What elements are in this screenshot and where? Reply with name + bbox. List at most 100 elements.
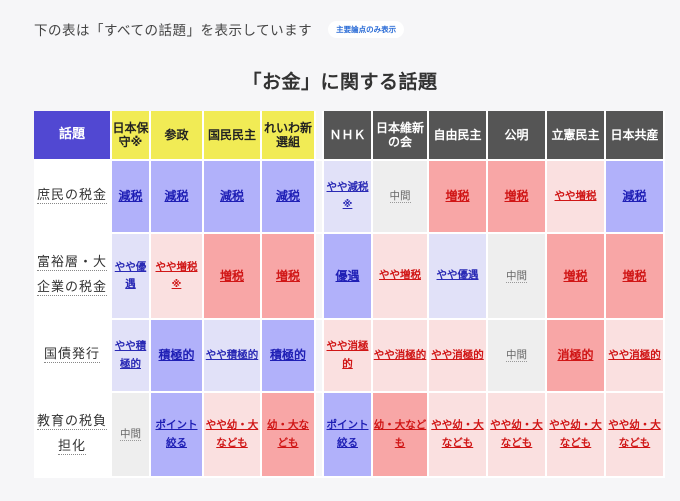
stance-cell[interactable]: やや優遇	[112, 234, 151, 320]
table-description: 下の表は「すべての話題」を表示しています	[34, 23, 313, 39]
stance-link[interactable]: やや積極的	[205, 348, 259, 361]
stance-cell[interactable]: やや増税	[373, 234, 429, 320]
stance-cell[interactable]: 減税	[151, 161, 204, 234]
stance-cell[interactable]: 増税	[488, 161, 547, 234]
stance-link[interactable]: 増税	[275, 268, 300, 283]
stance-link[interactable]: 増税	[563, 268, 588, 283]
stance-cell[interactable]: やや幼・大なども	[488, 393, 547, 478]
stance-cell[interactable]: 増税	[262, 234, 316, 320]
stance-link[interactable]: やや幼・大なども	[205, 419, 259, 449]
stance-link[interactable]: 増税	[219, 268, 244, 283]
stance-link[interactable]: やや増税	[554, 189, 597, 202]
topic-cell[interactable]: 国債発行	[34, 320, 112, 393]
stance-link[interactable]: 減税	[118, 189, 143, 204]
stance-cell[interactable]: やや増税	[547, 161, 606, 234]
stance-cell[interactable]: ポイント絞る	[151, 393, 204, 478]
party-header[interactable]: 公明	[488, 111, 547, 161]
stance-cell[interactable]: 減税	[112, 161, 151, 234]
stance-link[interactable]: 減税	[622, 189, 647, 204]
stance-link[interactable]: 積極的	[269, 348, 306, 363]
stance-cell[interactable]: 増税	[547, 234, 606, 320]
stance-link[interactable]: 増税	[504, 189, 529, 204]
group-divider	[316, 161, 324, 234]
stance-cell[interactable]: やや幼・大なども	[204, 393, 262, 478]
stance-link[interactable]: 中間	[389, 190, 411, 204]
stance-link[interactable]: やや消極的	[326, 340, 369, 370]
party-header[interactable]: 国民民主	[204, 111, 262, 161]
stance-link[interactable]: 幼・大なども	[373, 419, 427, 449]
footnote-mark: ※	[342, 199, 353, 211]
stance-link[interactable]: 減税	[164, 189, 189, 204]
stance-link[interactable]: 積極的	[158, 348, 195, 363]
stance-link[interactable]: 増税	[445, 189, 470, 204]
stance-link[interactable]: やや増税	[379, 269, 421, 282]
stance-cell[interactable]: やや消極的	[324, 320, 373, 393]
stance-cell[interactable]: 中間	[488, 320, 547, 393]
stance-cell[interactable]: 増税	[429, 161, 488, 234]
stance-cell[interactable]: やや消極的	[606, 320, 665, 393]
stance-cell[interactable]: 中間	[373, 161, 429, 234]
stance-link[interactable]: 消極的	[557, 348, 594, 363]
party-header[interactable]: 立憲民主	[547, 111, 606, 161]
stance-cell[interactable]: 積極的	[262, 320, 316, 393]
stance-cell[interactable]: 中間	[488, 234, 547, 320]
main-issues-only-toggle[interactable]: 主要論点のみ表示	[328, 20, 405, 38]
stance-link[interactable]: 中間	[120, 428, 141, 442]
stance-cell[interactable]: やや積極的	[112, 320, 151, 393]
stance-link[interactable]: 中間	[506, 349, 527, 363]
stance-cell[interactable]: 優遇	[324, 234, 373, 320]
stance-cell[interactable]: 消極的	[547, 320, 606, 393]
stance-cell[interactable]: やや消極的	[429, 320, 488, 393]
stance-link[interactable]: ポイント絞る	[326, 419, 369, 449]
stance-link[interactable]: やや幼・大なども	[549, 419, 602, 449]
stance-link[interactable]: 減税	[275, 189, 300, 204]
stance-cell[interactable]: 増税	[204, 234, 262, 320]
stance-link[interactable]: 幼・大なども	[267, 419, 309, 449]
stance-link[interactable]: やや消極的	[608, 348, 661, 361]
stance-link[interactable]: やや消極的	[373, 348, 427, 361]
stance-cell[interactable]: やや消極的	[373, 320, 429, 393]
stance-cell[interactable]: やや積極的	[204, 320, 262, 393]
party-header[interactable]: 日本保守※	[112, 111, 151, 161]
party-header[interactable]: 参政	[151, 111, 204, 161]
stance-link[interactable]: やや幼・大なども	[490, 419, 543, 449]
stance-link[interactable]: やや優遇	[436, 269, 479, 282]
party-header[interactable]: 日本維新の会	[373, 111, 429, 161]
stance-link[interactable]: 減税	[219, 189, 244, 204]
topic-cell[interactable]: 教育の税負担化	[34, 393, 112, 478]
group-divider	[316, 320, 324, 393]
table-header-row: 話題 日本保守※ 参政 国民民主 れいわ新選組 ＮＨＫ 日本維新の会 自由民主 …	[34, 111, 665, 161]
stance-cell[interactable]: 幼・大なども	[262, 393, 316, 478]
stance-link[interactable]: ポイント絞る	[155, 419, 198, 449]
stance-link[interactable]: やや幼・大なども	[431, 419, 484, 449]
stance-link[interactable]: やや消極的	[431, 348, 484, 361]
stance-link[interactable]: 優遇	[335, 268, 360, 283]
stance-link[interactable]: やや増税	[155, 260, 198, 273]
party-header[interactable]: ＮＨＫ	[324, 111, 373, 161]
stance-cell[interactable]: 減税	[262, 161, 316, 234]
stance-link[interactable]: やや積極的	[114, 340, 147, 370]
stance-cell[interactable]: ポイント絞る	[324, 393, 373, 478]
stance-cell[interactable]: やや増税 ※	[151, 234, 204, 320]
stance-cell[interactable]: 中間	[112, 393, 151, 478]
stance-cell[interactable]: 増税	[606, 234, 665, 320]
stance-cell[interactable]: やや減税 ※	[324, 161, 373, 234]
stance-cell[interactable]: 減税	[204, 161, 262, 234]
party-header[interactable]: 自由民主	[429, 111, 488, 161]
stance-link[interactable]: やや幼・大なども	[608, 419, 661, 449]
stance-cell[interactable]: 減税	[606, 161, 665, 234]
stance-cell[interactable]: やや幼・大なども	[547, 393, 606, 478]
stance-link[interactable]: 中間	[506, 269, 527, 283]
topic-cell[interactable]: 庶民の税金	[34, 161, 112, 234]
stance-cell[interactable]: やや幼・大なども	[429, 393, 488, 478]
stance-link[interactable]: やや減税	[326, 181, 369, 194]
party-header[interactable]: れいわ新選組	[262, 111, 316, 161]
stance-link[interactable]: 増税	[622, 268, 647, 283]
stance-cell[interactable]: やや優遇	[429, 234, 488, 320]
topic-cell[interactable]: 富裕層・大企業の税金	[34, 234, 112, 320]
stance-cell[interactable]: 幼・大なども	[373, 393, 429, 478]
stance-link[interactable]: やや優遇	[114, 260, 147, 290]
stance-cell[interactable]: 積極的	[151, 320, 204, 393]
stance-cell[interactable]: やや幼・大なども	[606, 393, 665, 478]
party-header[interactable]: 日本共産	[606, 111, 665, 161]
